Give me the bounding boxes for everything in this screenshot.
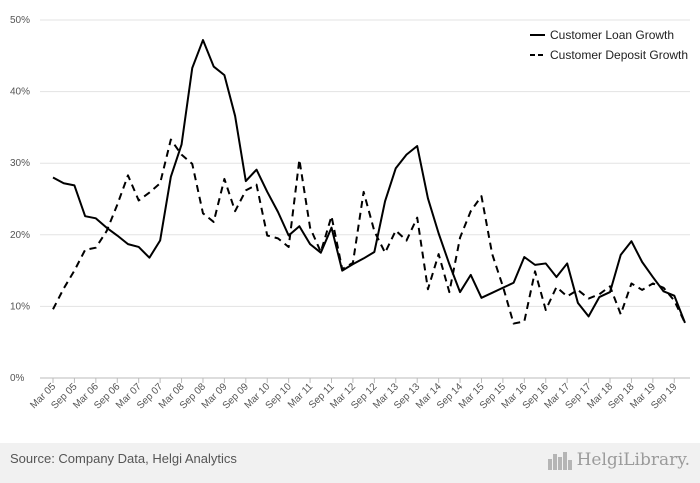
series-line-deposit-growth xyxy=(52,138,686,325)
footer: Source: Company Data, Helgi Analytics He… xyxy=(0,443,700,483)
y-axis-tick-labels: 0% 10% 20% 30% 40% 50% xyxy=(10,15,30,384)
y-tick-label: 40% xyxy=(10,87,30,98)
logo-text: HelgiLibrary. xyxy=(576,450,690,470)
legend: Customer Loan Growth Customer Deposit Gro… xyxy=(530,28,688,62)
y-tick-label: 30% xyxy=(10,158,30,169)
series-line-loan-growth xyxy=(52,39,686,324)
y-tick-label: 0% xyxy=(10,373,25,384)
city-skyline-icon xyxy=(547,452,572,470)
helgi-library-logo[interactable]: HelgiLibrary. xyxy=(547,448,690,472)
source-note: Source: Company Data, Helgi Analytics xyxy=(10,451,237,466)
legend-label: Customer Deposit Growth xyxy=(550,48,688,62)
series-lines xyxy=(52,39,686,325)
gridlines xyxy=(40,19,690,379)
y-tick-label: 20% xyxy=(10,230,30,241)
y-tick-label: 10% xyxy=(10,301,30,312)
y-tick-label: 50% xyxy=(10,15,30,26)
legend-label: Customer Loan Growth xyxy=(550,28,674,42)
